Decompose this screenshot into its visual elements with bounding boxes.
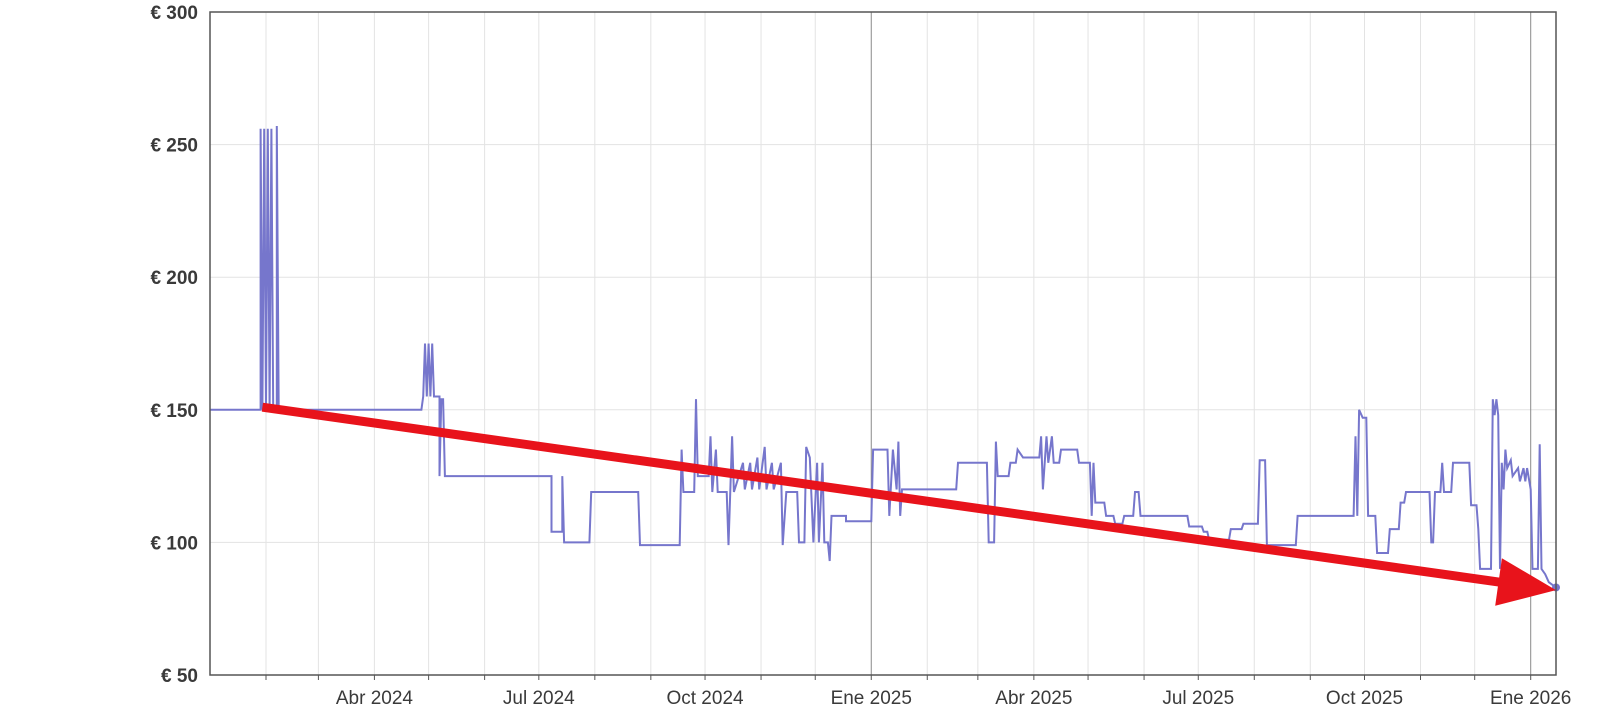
x-tick-label: Jul 2025: [1162, 688, 1234, 709]
trend-arrow-shaft: [261, 402, 1504, 588]
y-tick-label: € 100: [150, 533, 198, 554]
series-line-0: [210, 125, 1556, 589]
x-tick-label: Jul 2024: [503, 688, 575, 709]
y-tick-label: € 50: [161, 666, 198, 687]
x-tick-label: Ene 2026: [1490, 688, 1571, 709]
y-tick-label: € 300: [150, 3, 198, 24]
y-tick-label: € 250: [150, 136, 198, 157]
gridlines: [210, 11, 1556, 676]
x-tick-label: Ene 2025: [831, 688, 912, 709]
trend-arrow-head: [1495, 558, 1556, 606]
axes: € 300 € 250 € 200 € 150 € 100 € 50 Abr 2024 Jul…: [150, 3, 1571, 709]
y-tick-label: € 150: [150, 401, 198, 422]
y-tick-label: € 200: [150, 268, 198, 289]
annotation-layer: [261, 402, 1556, 606]
x-tick-label: Abr 2024: [336, 688, 414, 709]
x-tick-label: Abr 2025: [995, 688, 1072, 709]
x-tick-label: Oct 2024: [666, 688, 744, 709]
x-tick-label: Oct 2025: [1326, 688, 1403, 709]
series-layer: [210, 125, 1560, 592]
plot-border: [209, 11, 1557, 676]
